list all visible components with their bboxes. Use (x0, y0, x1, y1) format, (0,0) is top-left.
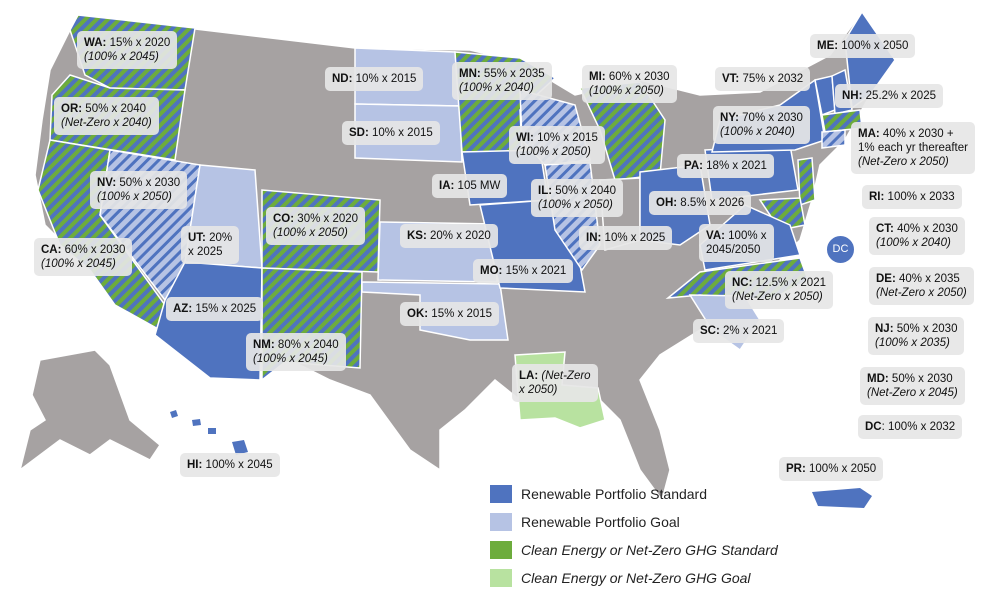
legend-label: Renewable Portfolio Goal (521, 514, 680, 530)
legend-label: Clean Energy or Net-Zero GHG Standard (521, 542, 778, 558)
state-nj (797, 157, 816, 207)
legend-swatch (490, 569, 512, 587)
legend-swatch (490, 513, 512, 531)
label-vt: VT: 75% x 2032 (715, 67, 811, 91)
legend-swatch (490, 541, 512, 559)
label-sc: SC: 2% x 2021 (693, 319, 785, 343)
label-ca: CA: 60% x 2030 (100% x 2045) (34, 238, 133, 276)
label-ri: RI: 100% x 2033 (862, 185, 962, 209)
label-dc: DC: 100% x 2032 (858, 415, 963, 439)
label-md: MD: 50% x 2030 (Net-Zero x 2045) (860, 367, 965, 405)
state-ct (821, 129, 846, 149)
label-nv: NV: 50% x 2030 (100% x 2050) (90, 171, 188, 209)
label-sd: SD: 10% x 2015 (342, 121, 440, 145)
label-mn: MN: 55% x 2035 (100% x 2040) (452, 62, 552, 100)
label-nm: NM: 80% x 2040 (100% x 2045) (246, 333, 346, 371)
label-or: OR: 50% x 2040 (Net-Zero x 2040) (54, 97, 159, 135)
label-mo: MO: 15% x 2021 (473, 259, 574, 283)
label-ut: UT: 20% x 2025 (181, 226, 240, 264)
legend-swatch (490, 485, 512, 503)
label-in: IN: 10% x 2025 (579, 226, 673, 250)
label-nc: NC: 12.5% x 2021 (Net-Zero x 2050) (725, 271, 833, 309)
label-ks: KS: 20% x 2020 (400, 224, 498, 248)
label-co: CO: 30% x 2020 (100% x 2050) (266, 207, 366, 245)
label-pr: PR: 100% x 2050 (779, 457, 884, 481)
hawaii-islands (170, 410, 216, 434)
hawaii (232, 440, 248, 455)
label-hi: HI: 100% x 2045 (180, 453, 280, 477)
puerto-rico (812, 488, 872, 508)
label-mi: MI: 60% x 2030 (100% x 2050) (582, 65, 677, 103)
label-ny: NY: 70% x 2030 (100% x 2040) (713, 106, 810, 144)
label-ia: IA: 105 MW (432, 174, 508, 198)
legend-label: Renewable Portfolio Standard (521, 486, 708, 502)
label-nd: ND: 10% x 2015 (325, 67, 424, 91)
label-la: LA: (Net-Zero x 2050) (512, 364, 598, 402)
label-me: ME: 100% x 2050 (810, 34, 916, 58)
alaska (18, 349, 161, 472)
label-oh: OH: 8.5% x 2026 (649, 191, 752, 215)
label-il: IL: 50% x 2040 (100% x 2050) (531, 179, 624, 217)
label-va: VA: 100% x 2045/2050 (699, 224, 774, 262)
label-de: DE: 40% x 2035 (Net-Zero x 2050) (869, 267, 974, 305)
legend-label: Clean Energy or Net-Zero GHG Goal (521, 570, 751, 586)
label-wa: WA: 15% x 2020 (100% x 2045) (77, 31, 178, 69)
label-ma: MA: 40% x 2030 + 1% each yr thereafter (… (851, 122, 975, 174)
label-az: AZ: 15% x 2025 (166, 297, 264, 321)
dc-marker: DC (826, 235, 855, 264)
label-ok: OK: 15% x 2015 (400, 302, 500, 326)
label-ct: CT: 40% x 2030 (100% x 2040) (869, 217, 965, 255)
label-nh: NH: 25.2% x 2025 (835, 84, 943, 108)
label-pa: PA: 18% x 2021 (677, 154, 774, 178)
label-nj: NJ: 50% x 2030 (100% x 2035) (868, 317, 965, 355)
label-wi: WI: 10% x 2015 (100% x 2050) (509, 126, 605, 164)
